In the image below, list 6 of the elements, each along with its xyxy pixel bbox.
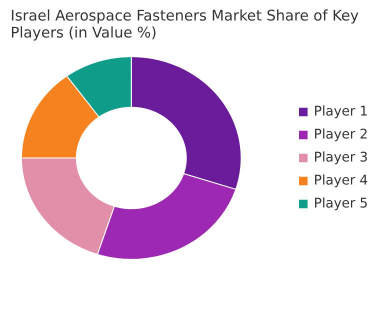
legend-label: Player 4 [314, 173, 368, 188]
legend-label: Player 2 [314, 127, 368, 142]
legend-label: Player 3 [314, 150, 368, 165]
chart-title: Israel Aerospace Fasteners Market Share of Key Players (in Value %) [10, 8, 360, 42]
legend-label: Player 5 [314, 196, 368, 211]
legend-label: Player 1 [314, 104, 368, 119]
